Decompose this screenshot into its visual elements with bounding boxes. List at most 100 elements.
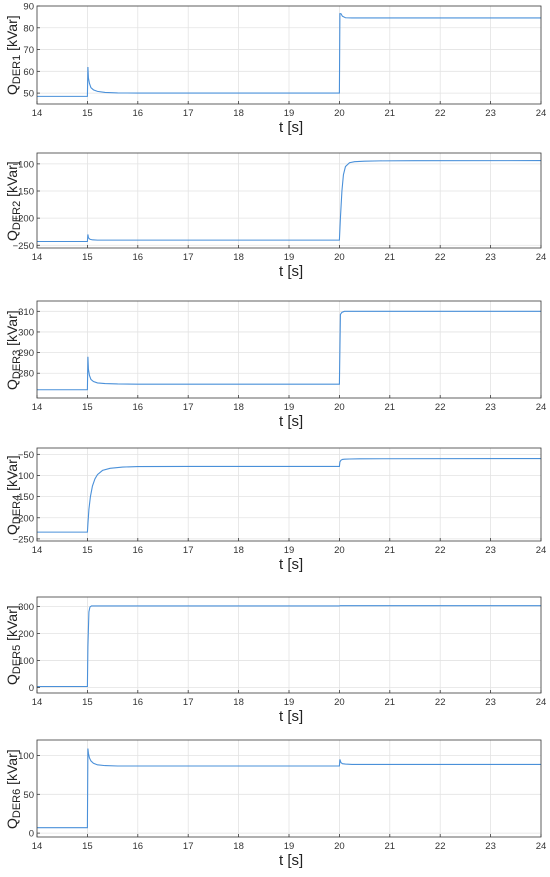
x-tick-label: 22 (435, 545, 446, 556)
x-tick-label: 16 (133, 841, 144, 852)
x-tick-label: 15 (82, 402, 93, 413)
x-tick-label: 14 (32, 697, 43, 708)
x-tick-label: 17 (183, 545, 194, 556)
x-axis-label: t [s] (279, 263, 304, 280)
y-tick-label: −150 (13, 187, 34, 198)
x-tick-label: 20 (334, 108, 345, 119)
x-tick-label: 20 (334, 252, 345, 263)
x-tick-label: 24 (536, 545, 547, 556)
x-tick-label: 15 (82, 545, 93, 556)
y-tick-label: 80 (23, 23, 34, 34)
y-tick-label: 50 (23, 89, 34, 100)
x-tick-label: 19 (284, 545, 295, 556)
x-tick-label: 24 (536, 402, 547, 413)
x-tick-label: 19 (284, 252, 295, 263)
chart-panel-der2: 14 15 16 17 18 19 20 21 22 23 24 −250 −200 −150 −100 t … (0, 146, 550, 293)
y-tick-label: −250 (13, 241, 34, 252)
x-tick-label: 18 (233, 108, 244, 119)
y-tick-label: −250 (13, 534, 34, 545)
y-tick-label: 60 (23, 67, 34, 78)
x-tick-label: 21 (385, 252, 396, 263)
x-tick-label: 21 (385, 402, 396, 413)
chart-svg: 14 15 16 17 18 19 20 21 22 23 24 −250 −200 −150 −100 (13, 152, 547, 263)
x-tick-label: 24 (536, 108, 547, 119)
chart-svg: 14 15 16 17 18 19 20 21 22 23 24 0 50 100 (18, 739, 547, 852)
x-tick-label: 20 (334, 697, 345, 708)
y-tick-label: 70 (23, 45, 34, 56)
x-tick-label: 14 (32, 108, 43, 119)
x-tick-label: 19 (284, 108, 295, 119)
x-tick-label: 23 (485, 841, 496, 852)
chart-panel-der3: 14 15 16 17 18 19 20 21 22 23 24 280 290 300 310 t [s] Q… (0, 293, 550, 438)
y-tick-label: 0 (29, 829, 34, 840)
chart-svg: 14 15 16 17 18 19 20 21 22 23 24 280 290 300 310 (18, 300, 547, 413)
y-tick-label: 90 (23, 2, 34, 13)
y-tick-label: −50 (18, 450, 34, 461)
x-tick-label: 18 (233, 841, 244, 852)
x-tick-label: 15 (82, 697, 93, 708)
x-tick-label: 14 (32, 841, 43, 852)
series-line (37, 458, 542, 533)
x-tick-label: 22 (435, 252, 446, 263)
chart-svg: 14 15 16 17 18 19 20 21 22 23 24 0 100 200 300 (18, 596, 547, 708)
chart-panel-der1: 14 15 16 17 18 19 20 21 22 23 24 50 60 70 80 90 t [s] QDE… (0, 0, 550, 146)
y-tick-label: 200 (18, 629, 34, 640)
x-tick-label: 22 (435, 841, 446, 852)
x-tick-label: 19 (284, 697, 295, 708)
chart-svg: 14 15 16 17 18 19 20 21 22 23 24 50 60 70 80 90 (23, 2, 547, 120)
x-tick-label: 24 (536, 697, 547, 708)
x-tick-label: 15 (82, 252, 93, 263)
y-tick-label: 300 (18, 327, 34, 338)
series-line (37, 605, 541, 688)
y-tick-label: −150 (13, 492, 34, 503)
x-axis-label: t [s] (279, 119, 304, 136)
x-tick-label: 19 (284, 402, 295, 413)
chart-panel-der4: 14 15 16 17 18 19 20 21 22 23 24 −250 −200 −150 −100 −5… (0, 438, 550, 585)
y-tick-label: 300 (18, 602, 34, 613)
x-tick-label: 18 (233, 545, 244, 556)
x-tick-label: 21 (385, 108, 396, 119)
x-tick-label: 20 (334, 545, 345, 556)
x-tick-label: 24 (536, 252, 547, 263)
y-tick-label: 100 (18, 656, 34, 667)
x-tick-label: 22 (435, 108, 446, 119)
series-line (37, 748, 541, 829)
x-tick-label: 14 (32, 402, 43, 413)
x-tick-label: 23 (485, 108, 496, 119)
x-tick-label: 17 (183, 841, 194, 852)
chart-panel-der6: 14 15 16 17 18 19 20 21 22 23 24 0 50 100 t [s] QDER6 [… (0, 731, 550, 877)
chart-svg: 14 15 16 17 18 19 20 21 22 23 24 −250 −200 −150 −100 −5… (13, 447, 547, 556)
x-tick-label: 18 (233, 402, 244, 413)
y-tick-label: −100 (13, 159, 34, 170)
y-tick-label: 0 (29, 683, 34, 694)
x-tick-label: 22 (435, 402, 446, 413)
x-tick-label: 21 (385, 697, 396, 708)
x-tick-label: 16 (133, 697, 144, 708)
x-axis-label: t [s] (279, 556, 304, 573)
x-tick-label: 14 (32, 545, 43, 556)
x-tick-label: 23 (485, 402, 496, 413)
x-tick-label: 24 (536, 841, 547, 852)
x-tick-label: 16 (133, 108, 144, 119)
x-tick-label: 17 (183, 402, 194, 413)
x-tick-label: 17 (183, 252, 194, 263)
x-tick-label: 21 (385, 841, 396, 852)
y-tick-label: −200 (13, 214, 34, 225)
x-tick-label: 20 (334, 841, 345, 852)
x-tick-label: 14 (32, 252, 43, 263)
x-tick-label: 22 (435, 697, 446, 708)
y-tick-label: 290 (18, 348, 34, 359)
x-tick-label: 23 (485, 697, 496, 708)
y-tick-label: −100 (13, 471, 34, 482)
series-line (37, 160, 542, 243)
x-axis-label: t [s] (279, 852, 304, 869)
x-tick-label: 17 (183, 108, 194, 119)
x-tick-label: 18 (233, 252, 244, 263)
y-tick-label: −200 (13, 513, 34, 524)
y-tick-label: 100 (18, 751, 34, 762)
x-tick-label: 21 (385, 545, 396, 556)
x-tick-label: 20 (334, 402, 345, 413)
y-tick-label: 50 (23, 790, 34, 801)
series-line (37, 310, 541, 391)
x-tick-label: 16 (133, 252, 144, 263)
